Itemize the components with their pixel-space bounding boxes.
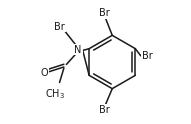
Text: Br: Br <box>54 22 65 32</box>
Text: O: O <box>40 68 48 78</box>
Text: CH$_3$: CH$_3$ <box>45 87 65 101</box>
Text: Br: Br <box>100 105 110 115</box>
Text: Br: Br <box>142 51 152 61</box>
Text: Br: Br <box>100 8 110 18</box>
Text: N: N <box>74 45 82 55</box>
